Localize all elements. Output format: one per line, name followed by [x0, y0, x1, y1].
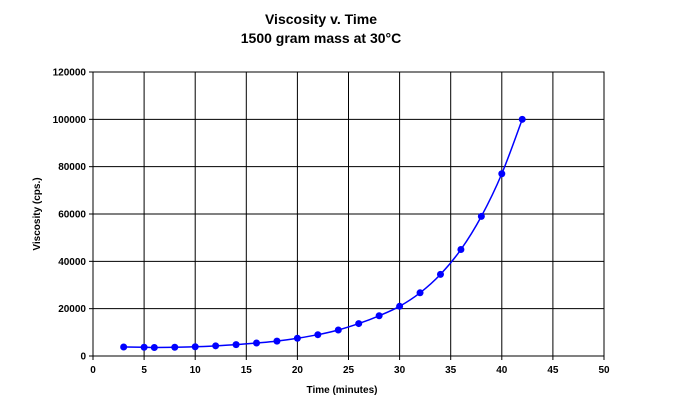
y-tick-label: 40000	[58, 257, 86, 268]
x-tick-label: 15	[241, 365, 253, 376]
x-tick-label: 50	[598, 365, 610, 376]
data-point	[150, 343, 158, 351]
data-point	[171, 343, 179, 351]
data-point	[457, 246, 465, 253]
x-tick-label: 40	[496, 365, 508, 376]
data-point	[140, 343, 148, 351]
data-point	[498, 170, 506, 178]
data-point	[232, 341, 240, 349]
x-axis-label: Time (minutes)	[307, 385, 378, 396]
x-tick-label: 20	[292, 365, 304, 376]
data-point	[273, 337, 281, 345]
data-point	[253, 339, 261, 347]
y-tick-label: 100000	[53, 115, 87, 126]
y-tick-label: 120000	[53, 68, 87, 79]
data-point	[436, 270, 444, 278]
x-tick-label: 25	[343, 365, 355, 376]
data-point	[293, 334, 301, 342]
y-tick-label: 80000	[58, 162, 86, 173]
y-tick-label: 60000	[58, 210, 86, 221]
series-line	[123, 119, 523, 349]
data-point	[212, 342, 220, 350]
gridlines	[93, 72, 604, 356]
data-point	[314, 331, 322, 339]
data-point	[375, 312, 383, 320]
y-axis-ticks: 0 20000 40000 60000 80000 100000 120000	[53, 68, 93, 363]
y-tick-label: 20000	[58, 304, 86, 315]
x-tick-label: 5	[141, 365, 147, 376]
data-point	[120, 343, 128, 351]
data-point	[355, 320, 363, 328]
data-point	[477, 212, 485, 220]
x-axis-ticks: 0 5 10 15 20 25 30 35 40 45 50	[90, 356, 610, 376]
chart-title: Viscosity v. Time	[265, 11, 377, 27]
data-point	[518, 115, 526, 123]
x-tick-label: 30	[394, 365, 406, 376]
data-point	[334, 326, 342, 334]
x-tick-label: 0	[90, 365, 96, 376]
data-point	[191, 343, 199, 351]
data-point	[416, 289, 424, 297]
series-group	[120, 115, 526, 351]
chart-subtitle: 1500 gram mass at 30°C	[241, 30, 401, 46]
data-point	[396, 302, 404, 310]
x-tick-label: 45	[547, 365, 559, 376]
x-tick-label: 35	[445, 365, 457, 376]
y-axis-label: Viscosity (cps.)	[32, 177, 43, 250]
y-tick-label: 0	[80, 352, 86, 363]
x-tick-label: 10	[190, 365, 202, 376]
